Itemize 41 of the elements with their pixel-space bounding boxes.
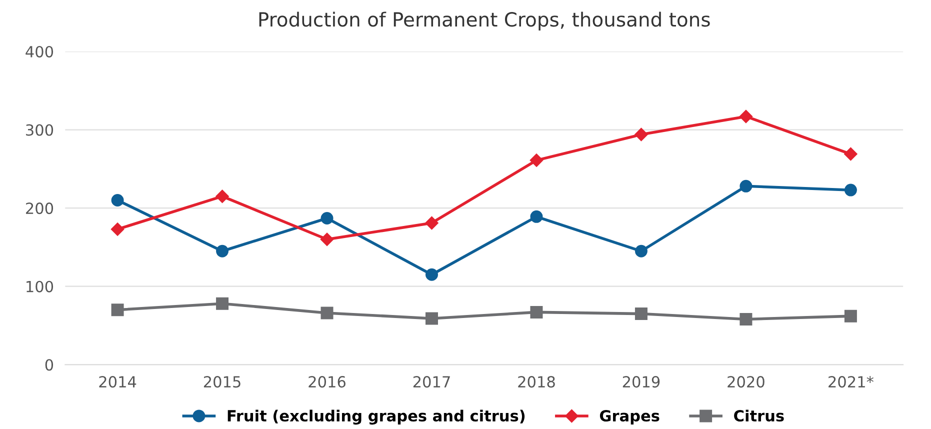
chart-title: Production of Permanent Crops, thousand tons [259,12,710,31]
point [110,222,124,236]
point [844,147,858,161]
x-tick-label: 2014 [99,376,136,388]
point [216,190,229,203]
point [111,194,124,206]
y-tick-label: 400 [26,46,54,58]
x-tick-label: 2020 [728,376,764,388]
legend-label: Fruit (excluding grapes and citrus) [228,410,525,425]
legend-label: Citrus [734,410,784,422]
point [634,128,648,142]
legend-label: Grapes [600,410,660,425]
y-tick-label: 200 [26,202,54,214]
point [320,212,334,224]
point [426,312,438,325]
point [530,154,544,167]
point [740,180,752,192]
y-tick-label: 0 [45,359,54,371]
point [530,306,543,318]
point [634,308,648,320]
point [425,216,438,230]
y-tick-label: 100 [26,280,54,292]
point [426,268,438,281]
point [634,244,648,258]
x-tick-label: 2019 [622,376,660,388]
point [844,184,857,196]
point [739,110,753,124]
x-tick-label: 2018 [518,376,555,388]
x-tick-label: 2016 [308,376,346,388]
x-tick-label: 2017 [413,376,450,388]
y-tick-label: 300 [26,124,54,136]
point [320,306,334,320]
point [320,232,334,246]
point [740,312,752,326]
x-tick-label: 2021* [828,376,874,388]
point [216,297,229,310]
point [111,304,124,316]
point [216,244,229,258]
x-tick-label: 2015 [204,376,240,388]
point [530,210,543,223]
point [844,310,857,322]
